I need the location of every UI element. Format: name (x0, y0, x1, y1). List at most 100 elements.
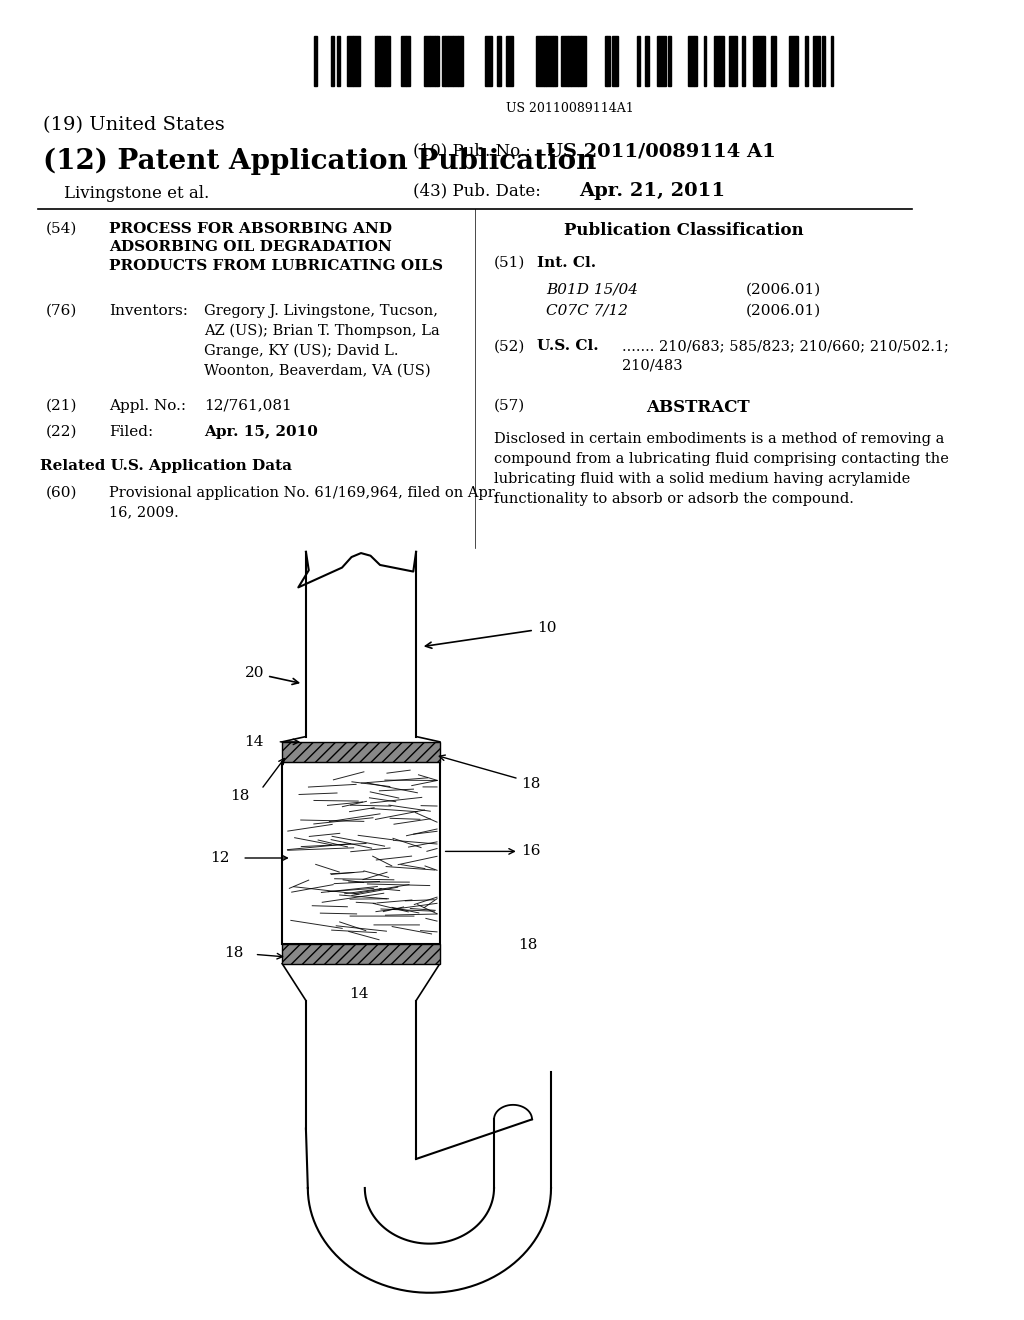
Bar (553, 36, 555, 86)
Bar (560, 36, 568, 86)
Bar (544, 36, 546, 86)
Bar (729, 36, 734, 86)
Text: ABSTRACT: ABSTRACT (646, 399, 751, 416)
Bar (788, 36, 796, 86)
Text: (51): (51) (494, 256, 525, 271)
Text: (10) Pub. No.:: (10) Pub. No.: (414, 143, 531, 160)
Bar (719, 36, 724, 86)
Text: (21): (21) (46, 399, 77, 413)
Text: (19) United States: (19) United States (43, 116, 224, 135)
Text: ....... 210/683; 585/823; 210/660; 210/502.1;
210/483: ....... 210/683; 585/823; 210/660; 210/5… (623, 339, 949, 372)
Text: (57): (57) (494, 399, 525, 413)
Text: PROCESS FOR ABSORBING AND
ADSORBING OIL DEGRADATION
PRODUCTS FROM LUBRICATING OI: PROCESS FOR ABSORBING AND ADSORBING OIL … (110, 222, 443, 272)
Bar (537, 36, 544, 86)
Text: C07C 7/12: C07C 7/12 (546, 304, 629, 318)
Bar (813, 36, 820, 86)
Bar (571, 36, 579, 86)
Bar (352, 36, 360, 86)
Bar (771, 36, 776, 86)
Bar (283, 944, 440, 964)
Bar (734, 36, 737, 86)
Bar (796, 36, 798, 86)
Text: Livingstone et al.: Livingstone et al. (43, 185, 209, 202)
Bar (612, 36, 617, 86)
Bar (822, 36, 825, 86)
Bar (806, 36, 808, 86)
Bar (283, 742, 440, 762)
Text: B01D 15/04: B01D 15/04 (546, 282, 638, 297)
Text: U.S. Cl.: U.S. Cl. (537, 339, 598, 354)
Bar (758, 36, 763, 86)
Bar (605, 36, 607, 86)
Text: Gregory J. Livingstone, Tucson,
AZ (US); Brian T. Thompson, La
Grange, KY (US); : Gregory J. Livingstone, Tucson, AZ (US);… (204, 304, 440, 378)
Bar (500, 36, 502, 86)
Text: 12/761,081: 12/761,081 (204, 399, 292, 413)
Bar (753, 36, 758, 86)
Bar (347, 36, 352, 86)
Text: Appl. No.:: Appl. No.: (110, 399, 186, 413)
Text: US 20110089114A1: US 20110089114A1 (506, 102, 634, 115)
Bar (384, 36, 387, 86)
Text: Disclosed in certain embodiments is a method of removing a
compound from a lubri: Disclosed in certain embodiments is a me… (494, 432, 949, 506)
Text: Related U.S. Application Data: Related U.S. Application Data (40, 459, 292, 474)
Bar (568, 36, 571, 86)
Bar (669, 36, 672, 86)
Bar (453, 36, 458, 86)
Bar (742, 36, 745, 86)
Bar (579, 36, 586, 86)
Text: (52): (52) (494, 339, 525, 354)
Text: 20: 20 (245, 667, 299, 685)
Text: 18: 18 (224, 946, 244, 960)
Bar (705, 36, 707, 86)
Bar (637, 36, 640, 86)
Bar (484, 36, 492, 86)
Text: (54): (54) (46, 222, 77, 236)
Text: (60): (60) (46, 486, 77, 500)
Bar (375, 36, 382, 86)
Text: Int. Cl.: Int. Cl. (537, 256, 596, 271)
Bar (830, 36, 833, 86)
Bar (647, 36, 649, 86)
Bar (445, 36, 447, 86)
Text: 18: 18 (518, 939, 538, 952)
Bar (437, 36, 439, 86)
Bar (555, 36, 557, 86)
Text: Provisional application No. 61/169,964, filed on Apr.
16, 2009.: Provisional application No. 61/169,964, … (110, 486, 498, 519)
Bar (447, 36, 453, 86)
Bar (313, 36, 316, 86)
Bar (658, 36, 666, 86)
Text: (22): (22) (46, 425, 77, 440)
Text: 18: 18 (230, 789, 250, 803)
Bar (498, 36, 500, 86)
Text: (43) Pub. Date:: (43) Pub. Date: (414, 182, 541, 199)
Text: (2006.01): (2006.01) (745, 304, 821, 318)
Bar (382, 36, 384, 86)
Bar (458, 36, 461, 86)
Bar (401, 36, 407, 86)
Bar (332, 36, 334, 86)
Text: US 2011/0089114 A1: US 2011/0089114 A1 (546, 143, 776, 161)
Text: Inventors:: Inventors: (110, 304, 188, 318)
Bar (546, 36, 553, 86)
Bar (763, 36, 765, 86)
Bar (645, 36, 647, 86)
Text: (2006.01): (2006.01) (745, 282, 821, 297)
Bar (430, 36, 435, 86)
Bar (435, 36, 437, 86)
Text: 12: 12 (210, 851, 230, 865)
Text: Filed:: Filed: (110, 425, 154, 440)
Text: 14: 14 (349, 987, 369, 1002)
Text: 16: 16 (520, 845, 540, 858)
Text: Publication Classification: Publication Classification (564, 222, 804, 239)
Bar (506, 36, 513, 86)
Bar (688, 36, 693, 86)
Bar (714, 36, 719, 86)
Text: Apr. 15, 2010: Apr. 15, 2010 (204, 425, 318, 440)
Bar (387, 36, 389, 86)
Bar (442, 36, 445, 86)
Text: 14: 14 (245, 735, 264, 748)
Text: Apr. 21, 2011: Apr. 21, 2011 (580, 182, 726, 201)
Bar (461, 36, 464, 86)
Bar (656, 36, 658, 86)
Text: (12) Patent Application Publication: (12) Patent Application Publication (43, 148, 596, 176)
